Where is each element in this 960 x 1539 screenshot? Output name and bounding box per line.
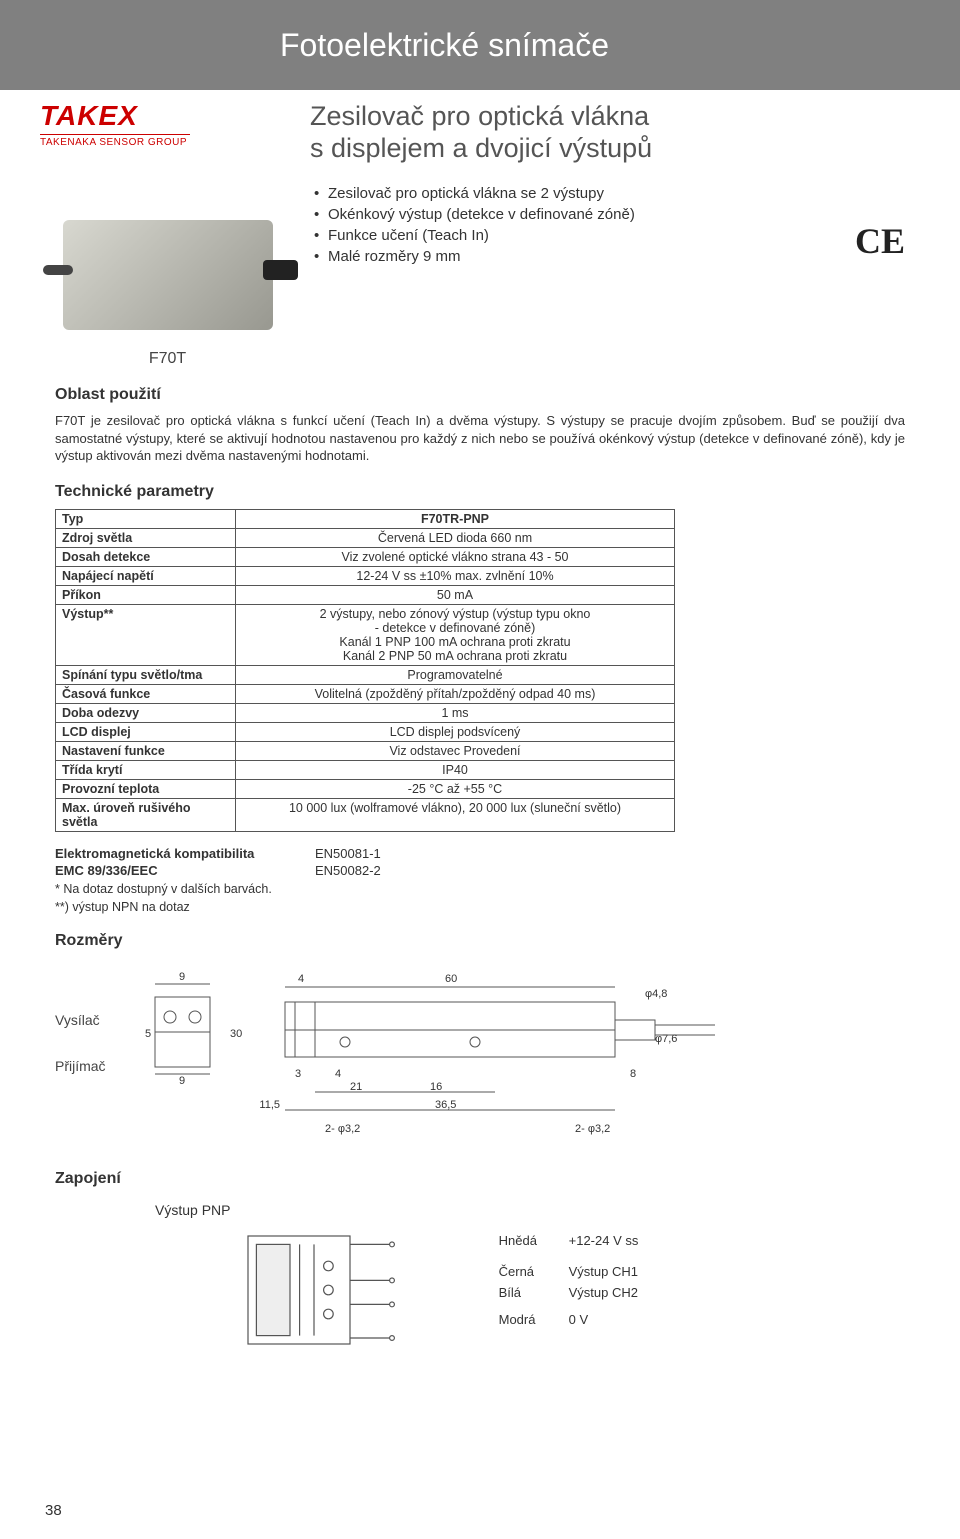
- logo-sub-text: TAKENAKA SENSOR GROUP: [40, 134, 190, 148]
- brand-logo: TAKEX TAKENAKA SENSOR GROUP: [40, 100, 190, 148]
- hero-title-line2: s displejem a dvojicí výstupů: [310, 133, 652, 163]
- spec-value: Červená LED dioda 660 nm: [236, 528, 675, 547]
- svg-text:2- φ3,2: 2- φ3,2: [575, 1123, 610, 1135]
- dimensions-diagram: Vysílač Přijímač 9 5 9 30: [55, 962, 905, 1152]
- svg-text:3: 3: [295, 1068, 301, 1080]
- spec-label: Doba odezvy: [56, 703, 236, 722]
- spec-value: IP40: [236, 760, 675, 779]
- emc-value-1: EN50081-1: [315, 846, 905, 861]
- spec-value: Viz zvolené optické vlákno strana 43 - 5…: [236, 547, 675, 566]
- svg-text:21: 21: [350, 1081, 362, 1093]
- dimensions-svg: 9 5 9 30 4 60 φ: [55, 962, 775, 1147]
- page-number: 38: [45, 1502, 62, 1519]
- diagram-side-labels: Vysílač Přijímač: [55, 1012, 106, 1104]
- spec-label: Napájecí napětí: [56, 566, 236, 585]
- hero-text-col: Zesilovač pro optická vlákna s displejem…: [280, 100, 905, 368]
- wiring-row: Modrá0 V: [499, 1309, 639, 1330]
- wire-color: Hnědá: [499, 1233, 569, 1248]
- svg-text:36,5: 36,5: [435, 1099, 456, 1111]
- emc-value-2: EN50082-2: [315, 863, 905, 878]
- spec-value: 2 výstupy, nebo zónový výstup (výstup ty…: [236, 604, 675, 665]
- spec-label: Příkon: [56, 585, 236, 604]
- spec-value: Programovatelné: [236, 665, 675, 684]
- spec-label: Nastavení funkce: [56, 741, 236, 760]
- wiring-row: ČernáVýstup CH1: [499, 1261, 639, 1282]
- ce-mark: CE: [855, 220, 905, 262]
- svg-text:9: 9: [179, 971, 185, 983]
- spec-value: Volitelná (zpožděný přítah/zpožděný odpa…: [236, 684, 675, 703]
- wire-color: Modrá: [499, 1312, 569, 1327]
- svg-text:φ4,8: φ4,8: [645, 988, 667, 1000]
- label-receiver: Přijímač: [55, 1058, 106, 1074]
- spec-label: LCD displej: [56, 722, 236, 741]
- label-transmitter: Vysílač: [55, 1012, 106, 1028]
- wiring-table: Hnědá+12-24 V ss ČernáVýstup CH1 BíláVýs…: [499, 1230, 639, 1330]
- svg-text:60: 60: [445, 973, 457, 985]
- wiring-title: Zapojení: [55, 1170, 905, 1188]
- footnote-2: **) výstup NPN na dotaz: [55, 900, 905, 914]
- wiring-row: Hnědá+12-24 V ss: [499, 1230, 639, 1251]
- wire-color: Černá: [499, 1264, 569, 1279]
- application-title: Oblast použití: [55, 386, 905, 404]
- bullet-item: Malé rozměry 9 mm: [310, 246, 905, 267]
- svg-text:φ7,6: φ7,6: [655, 1033, 677, 1045]
- spec-label: Dosah detekce: [56, 547, 236, 566]
- bullet-item: Zesilovač pro optická vlákna se 2 výstup…: [310, 183, 905, 204]
- logo-brand-text: TAKEX: [40, 100, 190, 132]
- wire-desc: Výstup CH1: [569, 1264, 639, 1279]
- emc-label-1: Elektromagnetická kompatibilita: [55, 846, 315, 861]
- wire-color: Bílá: [499, 1285, 569, 1300]
- spec-value: 1 ms: [236, 703, 675, 722]
- product-photo: [63, 220, 273, 330]
- bullet-item: Funkce učení (Teach In): [310, 225, 905, 246]
- svg-text:2- φ3,2: 2- φ3,2: [325, 1123, 360, 1135]
- spec-label: Zdroj světla: [56, 528, 236, 547]
- feature-bullets: Zesilovač pro optická vlákna se 2 výstup…: [310, 183, 905, 267]
- specs-title: Technické parametry: [55, 483, 905, 501]
- dimensions-title: Rozměry: [55, 932, 905, 950]
- spec-value: LCD displej podsvícený: [236, 722, 675, 741]
- spec-label: Max. úroveň rušivého světla: [56, 798, 236, 831]
- spec-value: 12-24 V ss ±10% max. zvlnění 10%: [236, 566, 675, 585]
- spec-label: Třída krytí: [56, 760, 236, 779]
- spec-value: 10 000 lux (wolframové vlákno), 20 000 l…: [236, 798, 675, 831]
- svg-text:16: 16: [430, 1081, 442, 1093]
- model-label: F70T: [55, 350, 280, 368]
- wire-desc: +12-24 V ss: [569, 1233, 639, 1248]
- specs-table: TypF70TR-PNPZdroj světlaČervená LED diod…: [55, 509, 675, 832]
- hero-title-line1: Zesilovač pro optická vlákna: [310, 101, 649, 131]
- wire-desc: 0 V: [569, 1312, 639, 1327]
- spec-value: Viz odstavec Provedení: [236, 741, 675, 760]
- svg-text:8: 8: [630, 1068, 636, 1080]
- page-header: Fotoelektrické snímače: [0, 0, 960, 90]
- spec-label: Výstup**: [56, 604, 236, 665]
- svg-text:9: 9: [179, 1075, 185, 1087]
- wire-desc: Výstup CH2: [569, 1285, 639, 1300]
- application-section: Oblast použití F70T je zesilovač pro opt…: [0, 386, 960, 465]
- svg-text:4: 4: [335, 1068, 341, 1080]
- wiring-svg: [155, 1230, 485, 1350]
- svg-text:30: 30: [230, 1028, 242, 1040]
- page-title: Fotoelektrické snímače: [280, 27, 609, 64]
- emc-label-2: EMC 89/336/EEC: [55, 863, 315, 878]
- wiring-section: Zapojení Výstup PNP: [0, 1170, 960, 1350]
- svg-text:5: 5: [145, 1028, 151, 1040]
- spec-label: Časová funkce: [56, 684, 236, 703]
- wiring-subtitle: Výstup PNP: [155, 1202, 905, 1218]
- hero-title: Zesilovač pro optická vlákna s displejem…: [310, 100, 905, 165]
- specs-section: Technické parametry TypF70TR-PNPZdroj sv…: [0, 483, 960, 914]
- spec-value: -25 °C až +55 °C: [236, 779, 675, 798]
- spec-label: Spínání typu světlo/tma: [56, 665, 236, 684]
- footnote-1: * Na dotaz dostupný v dalších barvách.: [55, 882, 905, 896]
- spec-label: Provozní teplota: [56, 779, 236, 798]
- emc-block: Elektromagnetická kompatibilita EN50081-…: [55, 846, 905, 878]
- wiring-content: Výstup PNP H: [55, 1202, 905, 1350]
- svg-text:11,5: 11,5: [259, 1099, 280, 1111]
- application-text: F70T je zesilovač pro optická vlákna s f…: [55, 412, 905, 465]
- spec-value: 50 mA: [236, 585, 675, 604]
- wiring-row: BíláVýstup CH2: [499, 1282, 639, 1303]
- bullet-item: Okénkový výstup (detekce v definované zó…: [310, 204, 905, 225]
- svg-text:4: 4: [298, 973, 304, 985]
- dimensions-section: Rozměry Vysílač Přijímač 9 5 9 30: [0, 932, 960, 1152]
